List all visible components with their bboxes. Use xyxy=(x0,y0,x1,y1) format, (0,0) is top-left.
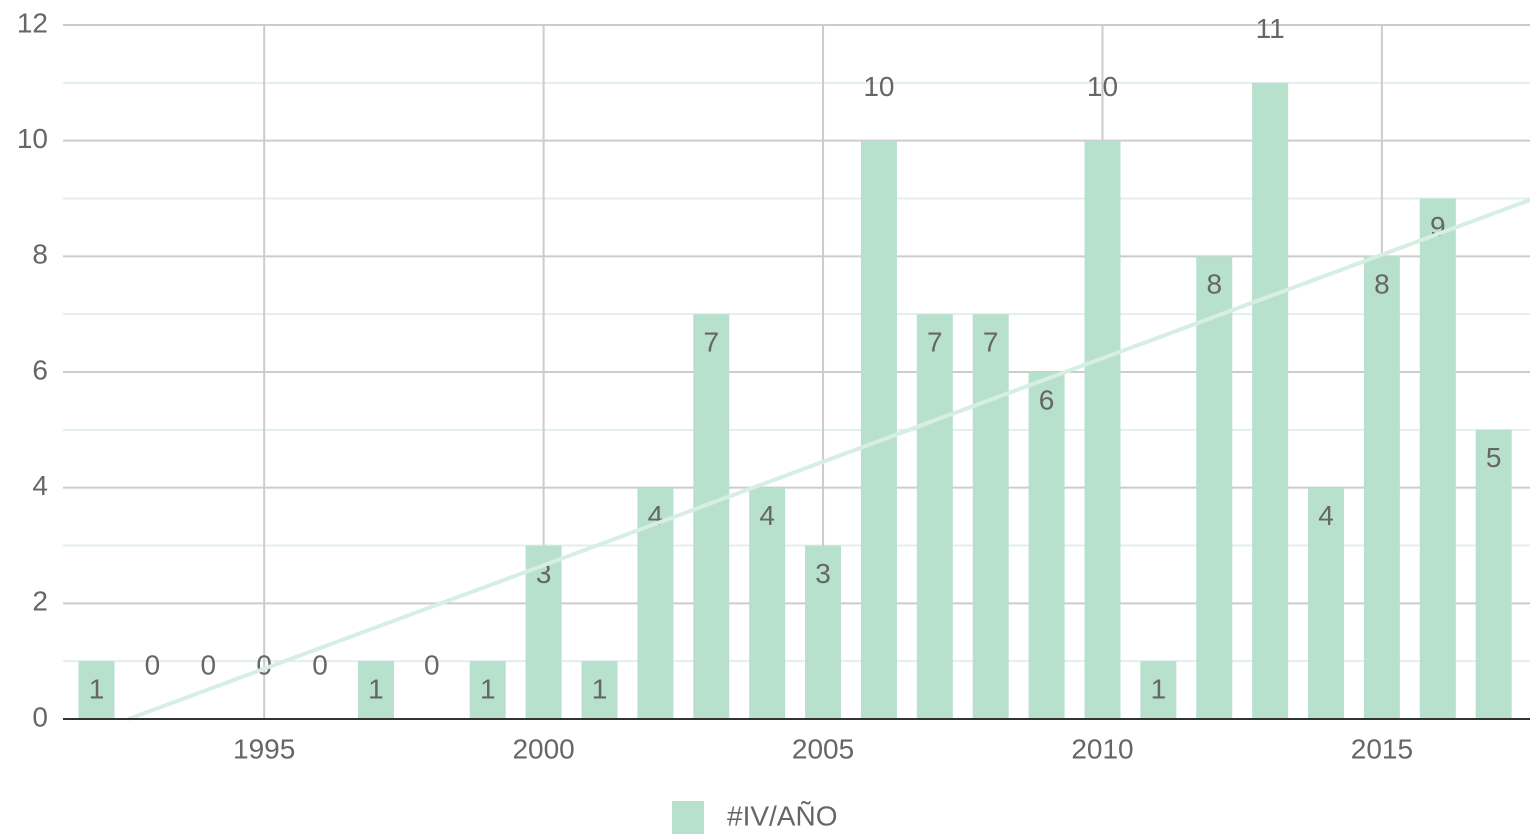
y-tick-label: 8 xyxy=(32,239,48,270)
bar xyxy=(469,661,506,719)
x-tick-label: 2015 xyxy=(1351,733,1413,764)
y-tick-label: 4 xyxy=(32,470,48,501)
bar xyxy=(357,661,394,719)
data-label: 8 xyxy=(1206,269,1222,300)
y-tick-label: 10 xyxy=(17,123,48,154)
bar xyxy=(78,661,115,719)
bar xyxy=(1084,140,1121,719)
data-label: 1 xyxy=(368,674,384,705)
x-tick-label: 2005 xyxy=(792,733,854,764)
legend-label: #IV/AÑO xyxy=(727,800,837,831)
y-tick-label: 12 xyxy=(17,7,48,38)
data-label: 6 xyxy=(1039,384,1055,415)
bar xyxy=(972,314,1009,719)
bar xyxy=(1028,372,1065,719)
y-tick-label: 6 xyxy=(32,354,48,385)
data-label: 5 xyxy=(1486,442,1502,473)
data-label: 11 xyxy=(1256,13,1285,44)
data-label: 10 xyxy=(1087,71,1118,102)
data-label: 0 xyxy=(312,649,328,680)
bar xyxy=(1363,256,1400,719)
trend-line xyxy=(127,197,1530,721)
x-tick-label: 2010 xyxy=(1071,733,1133,764)
data-label: 7 xyxy=(983,327,999,358)
y-tick-label: 2 xyxy=(32,586,48,617)
data-label: 0 xyxy=(256,649,272,680)
bar xyxy=(581,661,618,719)
x-tick-label: 2000 xyxy=(512,733,574,764)
bar xyxy=(1252,82,1289,720)
bar xyxy=(860,140,897,719)
bar xyxy=(1475,429,1512,719)
data-label: 0 xyxy=(424,649,440,680)
data-label: 4 xyxy=(759,500,775,531)
bar xyxy=(749,487,786,719)
data-label: 10 xyxy=(863,71,894,102)
data-label: 1 xyxy=(592,674,608,705)
data-label: 7 xyxy=(703,327,719,358)
data-label: 1 xyxy=(1151,674,1167,705)
data-label: 0 xyxy=(201,649,217,680)
data-label: 4 xyxy=(1318,500,1334,531)
y-tick-label: 0 xyxy=(32,701,48,732)
bar xyxy=(693,314,730,719)
data-label: 0 xyxy=(145,649,161,680)
data-label: 7 xyxy=(927,327,943,358)
bar xyxy=(1140,661,1177,719)
data-label: 1 xyxy=(89,674,105,705)
x-tick-label: 1995 xyxy=(233,733,295,764)
bar xyxy=(1419,198,1456,719)
bar xyxy=(805,545,842,719)
data-label: 1 xyxy=(480,674,496,705)
data-label: 3 xyxy=(815,558,831,589)
legend-swatch xyxy=(672,801,704,834)
bar xyxy=(1308,487,1345,719)
bar xyxy=(916,314,953,719)
data-label: 8 xyxy=(1374,269,1390,300)
bar xyxy=(1196,256,1233,719)
bar xyxy=(525,545,562,719)
